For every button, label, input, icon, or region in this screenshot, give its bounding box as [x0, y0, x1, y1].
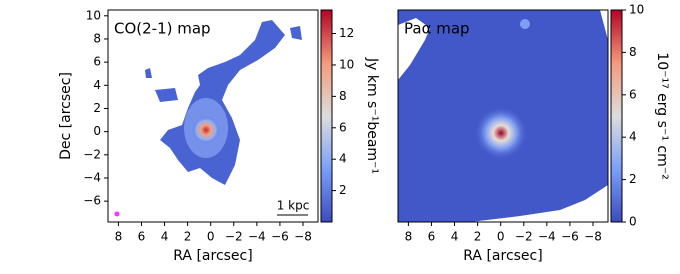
x-tick-label: 2: [184, 230, 192, 244]
x-tick-label: −6: [561, 230, 579, 244]
x-tick-label: −4: [248, 230, 266, 244]
colorbar: [320, 9, 333, 223]
beam: [114, 211, 120, 217]
x-tick-label: −6: [271, 230, 289, 244]
x-tick-label: 0: [497, 230, 505, 244]
colorbar-label: Jy km s⁻¹beam⁻¹: [364, 57, 380, 174]
colorbar-label: 10⁻¹⁷ erg s⁻¹ cm⁻²: [654, 52, 670, 179]
x-tick-label: 4: [161, 230, 169, 244]
y-tick-label: 2: [93, 101, 101, 115]
colorbar: [610, 9, 623, 223]
y-tick-label: 4: [93, 78, 101, 92]
axes-frame: [107, 9, 319, 223]
colorbar-tick-label: 10: [629, 3, 644, 17]
colorbar-tick-label: 8: [339, 89, 347, 103]
x-tick-label: 2: [474, 230, 482, 244]
colorbar-tick-label: 4: [629, 130, 637, 144]
y-axis-label: Dec [arcsec]: [58, 72, 74, 160]
y-tick-label: −2: [83, 147, 101, 161]
x-tick-label: −2: [515, 230, 533, 244]
x-tick-label: 0: [207, 230, 215, 244]
x-tick-label: 8: [405, 230, 413, 244]
axes-frame: [397, 9, 609, 223]
x-axis-label: RA [arcsec]: [463, 248, 542, 264]
colorbar-tick-label: 12: [339, 26, 354, 40]
x-tick-label: 4: [451, 230, 459, 244]
y-tick-label: −6: [83, 194, 101, 208]
colorbar-tick-label: 4: [339, 152, 347, 166]
colorbar-tick-label: 10: [339, 57, 354, 71]
x-tick-label: −8: [584, 230, 602, 244]
x-tick-label: −8: [294, 230, 312, 244]
x-tick-label: 6: [428, 230, 436, 244]
panel-title: CO(2-1) map: [114, 20, 211, 38]
pa-map: [398, 10, 608, 222]
colorbar-tick-label: 2: [339, 183, 347, 197]
annotation: 1 kpc: [277, 199, 310, 213]
y-tick-label: 10: [86, 8, 101, 22]
colorbar-tick-label: 8: [629, 45, 637, 59]
y-tick-label: 8: [93, 31, 101, 45]
colorbar-tick-label: 2: [629, 172, 637, 186]
x-tick-label: 6: [138, 230, 146, 244]
x-tick-label: −4: [538, 230, 556, 244]
colorbar-tick-label: 6: [339, 120, 347, 134]
x-axis-label: RA [arcsec]: [173, 248, 252, 264]
colorbar-tick-label: 0: [629, 215, 637, 229]
colorbar-tick-label: 6: [629, 87, 637, 101]
panel-title: Paα map: [404, 20, 470, 38]
co-map: [145, 20, 302, 185]
y-tick-label: 6: [93, 55, 101, 69]
y-tick-label: −4: [83, 170, 101, 184]
x-tick-label: −2: [225, 230, 243, 244]
x-tick-label: 8: [115, 230, 123, 244]
y-tick-label: 0: [93, 124, 101, 138]
